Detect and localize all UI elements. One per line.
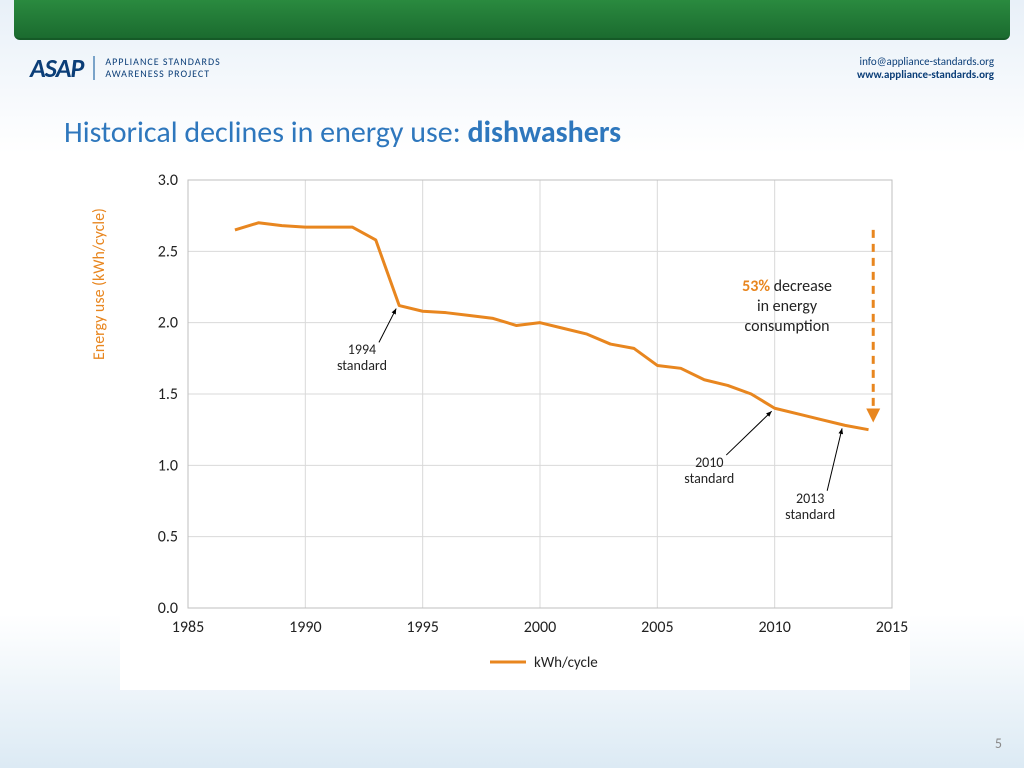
tag-line-2: AWARENESS PROJECT [105,68,220,80]
logo-tagline: APPLIANCE STANDARDS AWARENESS PROJECT [93,56,220,80]
title-prefix: Historical declines in energy use: [64,114,468,151]
contact-block: info@appliance-standards.org www.applian… [857,55,994,81]
callout-decrease: 53% decreasein energyconsumption [742,277,832,337]
svg-text:0.0: 0.0 [158,599,178,618]
annotation-a2013: 2013standard [785,491,835,523]
svg-text:1.5: 1.5 [158,385,178,404]
svg-text:1990: 1990 [289,618,321,637]
svg-text:0.5: 0.5 [158,528,178,547]
annotation-a2010: 2010standard [684,455,734,487]
svg-text:3.0: 3.0 [158,171,178,190]
line-chart: 0.0 0.5 1.0 1.5 2.0 2.5 3.0 1985 1990 1995 2000 200… [120,170,910,690]
y-axis-label: Energy use (kWh/cycle) [90,208,109,360]
contact-email: info@appliance-standards.org [857,55,994,68]
top-green-bar [14,0,1010,40]
title-bold: dishwashers [468,114,622,151]
page-number: 5 [995,735,1002,752]
contact-website: www.appliance-standards.org [857,68,994,81]
chart-container: 0.0 0.5 1.0 1.5 2.0 2.5 3.0 1985 1990 1995 2000 200… [120,170,910,690]
svg-text:2010: 2010 [758,618,790,637]
svg-text:2005: 2005 [641,618,673,637]
svg-text:2000: 2000 [524,618,556,637]
svg-text:1.0: 1.0 [158,456,178,475]
svg-text:2.0: 2.0 [158,314,178,333]
logo-block: ASAP APPLIANCE STANDARDS AWARENESS PROJE… [30,52,221,84]
logo-text: ASAP [30,52,83,84]
svg-text:kWh/cycle: kWh/cycle [534,654,598,672]
page-title: Historical declines in energy use: dishw… [64,114,1024,151]
annotation-a1994: 1994standard [337,342,387,374]
svg-text:1985: 1985 [172,618,204,637]
header: ASAP APPLIANCE STANDARDS AWARENESS PROJE… [0,40,1024,84]
svg-text:1995: 1995 [406,618,438,637]
svg-text:2015: 2015 [876,618,908,637]
svg-text:2.5: 2.5 [158,242,178,261]
